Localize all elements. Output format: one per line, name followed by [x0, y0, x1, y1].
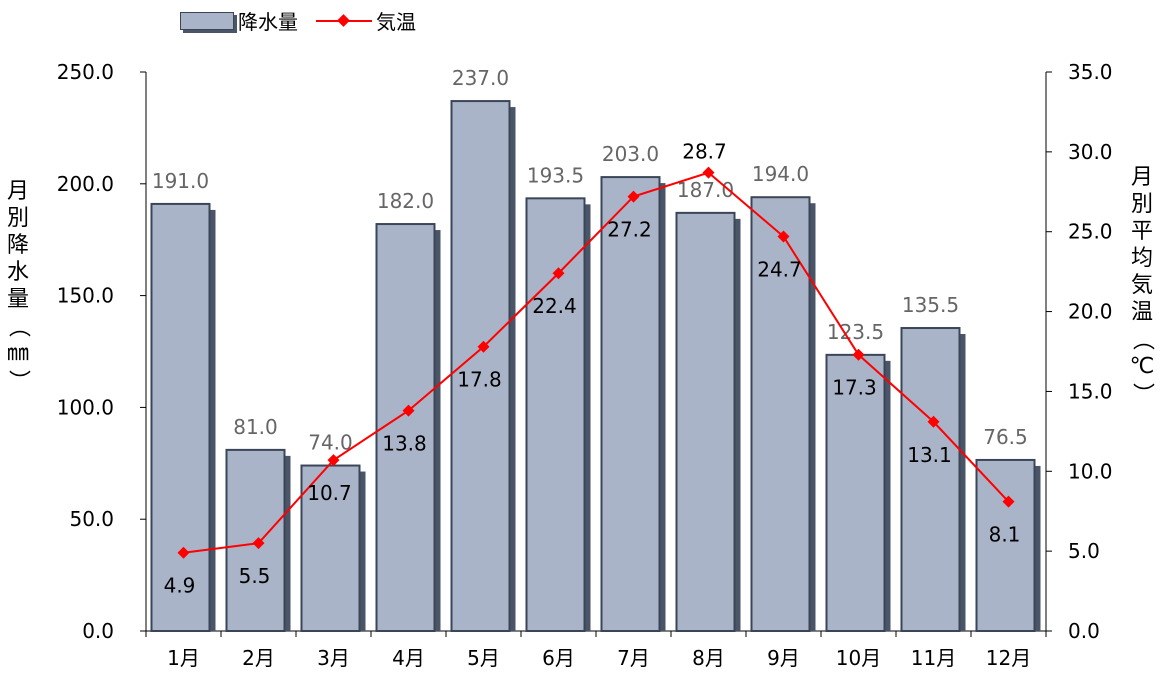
bar-value-label: 81.0 — [233, 415, 278, 439]
x-tick-label: 5月 — [467, 646, 500, 670]
right-axis-title-char: 平 — [1130, 219, 1153, 244]
bar — [150, 202, 211, 632]
x-tick-label: 3月 — [317, 646, 350, 670]
temperature-value-label: 28.7 — [682, 140, 727, 164]
bar-value-label: 187.0 — [677, 178, 734, 202]
bar-value-label: 123.5 — [827, 320, 884, 344]
temperature-value-label: 10.7 — [307, 481, 352, 505]
right-axis-title-char: 月 — [1130, 165, 1153, 190]
right-axis-title-char: ℃ — [1129, 354, 1155, 379]
legend-bar-swatch — [180, 11, 234, 30]
temperature-value-label: 4.9 — [164, 574, 196, 598]
temperature-value-label: 13.1 — [907, 443, 952, 467]
x-tick-label: 6月 — [542, 646, 575, 670]
left-tick-label: 0.0 — [82, 619, 114, 643]
temperature-marker — [252, 537, 265, 550]
x-tick-label: 1月 — [167, 646, 200, 670]
bar-value-label: 76.5 — [983, 425, 1028, 449]
right-tick-label: 30.0 — [1068, 140, 1113, 164]
bar — [375, 223, 436, 632]
bar-value-label: 193.5 — [527, 163, 584, 187]
bar-value-label: 135.5 — [902, 293, 959, 317]
bar — [750, 196, 811, 632]
temperature-marker — [177, 546, 190, 559]
legend-bar-label: 降水量 — [238, 10, 298, 34]
x-tick-label: 8月 — [692, 646, 725, 670]
temperature-marker — [702, 166, 715, 179]
temperature-marker — [327, 454, 340, 467]
left-axis-title: 月別降水量（㎜） — [4, 178, 32, 394]
left-axis-title-char: 水 — [6, 260, 29, 285]
temperature-value-label: 27.2 — [607, 218, 652, 242]
temperature-marker — [477, 340, 490, 353]
left-axis-title-char: 月 — [6, 179, 29, 204]
temperature-marker — [552, 267, 565, 280]
right-axis-title-char: 気 — [1130, 273, 1153, 298]
x-tick-label: 2月 — [242, 646, 275, 670]
left-axis-title-char: 量 — [6, 287, 29, 312]
temperature-value-label: 17.8 — [457, 368, 502, 392]
x-tick-label: 7月 — [617, 646, 650, 670]
left-axis-title-char: 降 — [6, 233, 29, 258]
temperature-marker — [927, 415, 940, 428]
right-tick-label: 0.0 — [1068, 619, 1100, 643]
temperature-value-label: 13.8 — [382, 432, 427, 456]
x-tick-label: 10月 — [836, 646, 881, 670]
temperature-marker — [777, 230, 790, 243]
temperature-marker — [852, 348, 865, 361]
legend: 降水量 気温 — [180, 6, 416, 35]
bar-value-label: 194.0 — [752, 162, 809, 186]
left-tick-label: 150.0 — [57, 284, 114, 308]
bar-value-label: 182.0 — [377, 189, 434, 213]
temperature-value-label: 22.4 — [532, 294, 577, 318]
temperature-value-label: 24.7 — [757, 258, 802, 282]
x-tick-label: 9月 — [767, 646, 800, 670]
right-tick-label: 25.0 — [1068, 220, 1113, 244]
x-tick-label: 12月 — [986, 646, 1031, 670]
temperature-marker — [627, 190, 640, 203]
x-tick-label: 11月 — [911, 646, 956, 670]
right-tick-label: 15.0 — [1068, 379, 1113, 403]
bar-value-label: 203.0 — [602, 142, 659, 166]
right-axis-title-char: 均 — [1130, 246, 1153, 271]
temperature-value-label: 17.3 — [832, 376, 877, 400]
bar — [600, 176, 661, 632]
left-axis-title-char: ㎜ — [6, 341, 29, 366]
bar — [900, 327, 961, 632]
right-tick-label: 10.0 — [1068, 459, 1113, 483]
left-tick-label: 50.0 — [69, 507, 114, 531]
right-tick-label: 5.0 — [1068, 539, 1100, 563]
right-axis-title-char: 温 — [1130, 300, 1153, 325]
x-tick-label: 4月 — [392, 646, 425, 670]
bar-value-label: 191.0 — [152, 169, 209, 193]
right-tick-label: 20.0 — [1068, 300, 1113, 324]
temperature-marker — [402, 404, 415, 417]
bar-value-label: 74.0 — [308, 431, 353, 455]
bar — [525, 197, 586, 632]
legend-line-swatch — [316, 13, 372, 29]
right-axis-title-char: 別 — [1130, 192, 1153, 217]
left-axis-title-char: 別 — [6, 206, 29, 231]
bar — [300, 464, 361, 633]
bar — [675, 211, 736, 632]
temperature-marker — [1002, 495, 1015, 508]
right-tick-label: 35.0 — [1068, 60, 1113, 84]
left-tick-label: 200.0 — [57, 172, 114, 196]
left-tick-label: 100.0 — [57, 395, 114, 419]
bar-value-label: 237.0 — [452, 66, 509, 90]
temperature-value-label: 5.5 — [239, 564, 271, 588]
legend-line-label: 気温 — [376, 10, 416, 34]
temperature-line — [183, 171, 1010, 554]
right-axis-title: 月別平均気温（℃） — [1128, 164, 1156, 407]
left-tick-label: 250.0 — [57, 60, 114, 84]
temperature-value-label: 8.1 — [989, 523, 1021, 547]
bar — [975, 458, 1036, 633]
